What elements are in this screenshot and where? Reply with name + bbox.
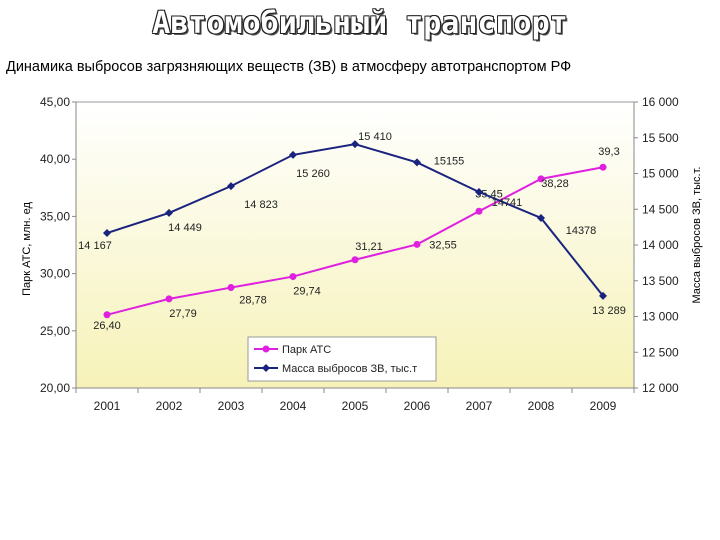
chart-subtitle: Динамика выбросов загрязняющих веществ (…	[6, 59, 572, 75]
data-point	[165, 295, 173, 303]
data-point	[537, 213, 545, 222]
data-label: 32,55	[429, 239, 457, 251]
data-label: 31,21	[355, 241, 383, 253]
data-label: 14 167	[78, 240, 112, 252]
data-label: 15 260	[296, 168, 330, 180]
right-tick-label: 14 500	[642, 202, 679, 216]
legend-entry: Масса выбросов ЗВ, тыс.т	[282, 363, 417, 375]
data-label: 14 449	[168, 222, 202, 234]
right-tick-label: 13 000	[642, 310, 679, 324]
right-tick-label: 15 000	[642, 167, 679, 181]
data-point	[537, 175, 545, 183]
data-point	[351, 140, 359, 149]
legend-entry: Парк АТС	[282, 344, 331, 356]
legend: Парк АТС Масса выбросов ЗВ, тыс.т	[247, 336, 437, 382]
data-label: 14 823	[244, 199, 278, 211]
data-point	[413, 240, 421, 248]
data-point	[599, 163, 607, 171]
data-label: 27,79	[169, 308, 197, 320]
data-label: 26,40	[93, 320, 121, 332]
x-tick-label: 2002	[156, 399, 183, 413]
data-point	[475, 207, 483, 215]
x-tick-label: 2008	[528, 399, 555, 413]
left-tick-label: 45,00	[40, 95, 70, 109]
legend-marker	[262, 364, 270, 372]
right-tick-label: 15 500	[642, 131, 679, 145]
data-label: 39,3	[598, 146, 619, 158]
page-title: Автомобильный транспорт	[152, 6, 568, 41]
left-tick-label: 20,00	[40, 381, 70, 395]
data-label: 14741	[492, 197, 523, 209]
data-label: 15 410	[358, 131, 392, 143]
right-tick-label: 12 000	[642, 381, 679, 395]
right-axis: 12 000 12 500 13 000 13 500 14 000 14 500 15 0…	[633, 95, 703, 395]
right-axis-label: Масса выбросов ЗВ, тыс.т.	[691, 167, 703, 304]
data-point	[103, 229, 111, 238]
data-point	[165, 208, 173, 217]
data-label: 13 289	[592, 305, 626, 317]
x-tick-label: 2006	[404, 399, 431, 413]
data-point	[103, 311, 111, 319]
right-tick-label: 12 500	[642, 345, 679, 359]
legend-marker	[262, 345, 270, 353]
data-point	[599, 291, 607, 300]
data-point	[289, 273, 297, 281]
x-tick-label: 2001	[94, 399, 121, 413]
left-tick-label: 30,00	[40, 267, 70, 281]
data-label: 38,28	[541, 178, 569, 190]
right-tick-label: 16 000	[642, 95, 679, 109]
right-tick-label: 14 000	[642, 238, 679, 252]
x-tick-label: 2004	[280, 399, 307, 413]
data-label: 15155	[434, 155, 465, 167]
right-tick-label: 13 500	[642, 274, 679, 288]
x-axis: 2001 2002 2003 2004 2005 2006 2007 2008 2009	[75, 387, 635, 413]
data-point	[351, 256, 359, 264]
left-tick-label: 40,00	[40, 152, 70, 166]
data-point	[227, 182, 235, 191]
x-tick-label: 2007	[466, 399, 493, 413]
x-tick-label: 2009	[590, 399, 617, 413]
left-tick-label: 25,00	[40, 324, 70, 338]
data-point	[289, 150, 297, 159]
legend-box	[247, 336, 437, 382]
left-axis-label: Парк АТС, млн. ед	[21, 202, 33, 296]
x-tick-label: 2005	[342, 399, 369, 413]
data-point	[413, 158, 421, 167]
data-label: 29,74	[293, 286, 321, 298]
data-label: 14378	[566, 225, 597, 237]
x-tick-label: 2003	[218, 399, 245, 413]
left-tick-label: 35,00	[40, 209, 70, 223]
data-point	[475, 188, 483, 197]
data-label: 28,78	[239, 295, 267, 307]
data-point	[227, 284, 235, 292]
left-axis: 20,00 25,00 30,00 35,00 40,00 45,00 Парк АТС, …	[21, 95, 77, 395]
